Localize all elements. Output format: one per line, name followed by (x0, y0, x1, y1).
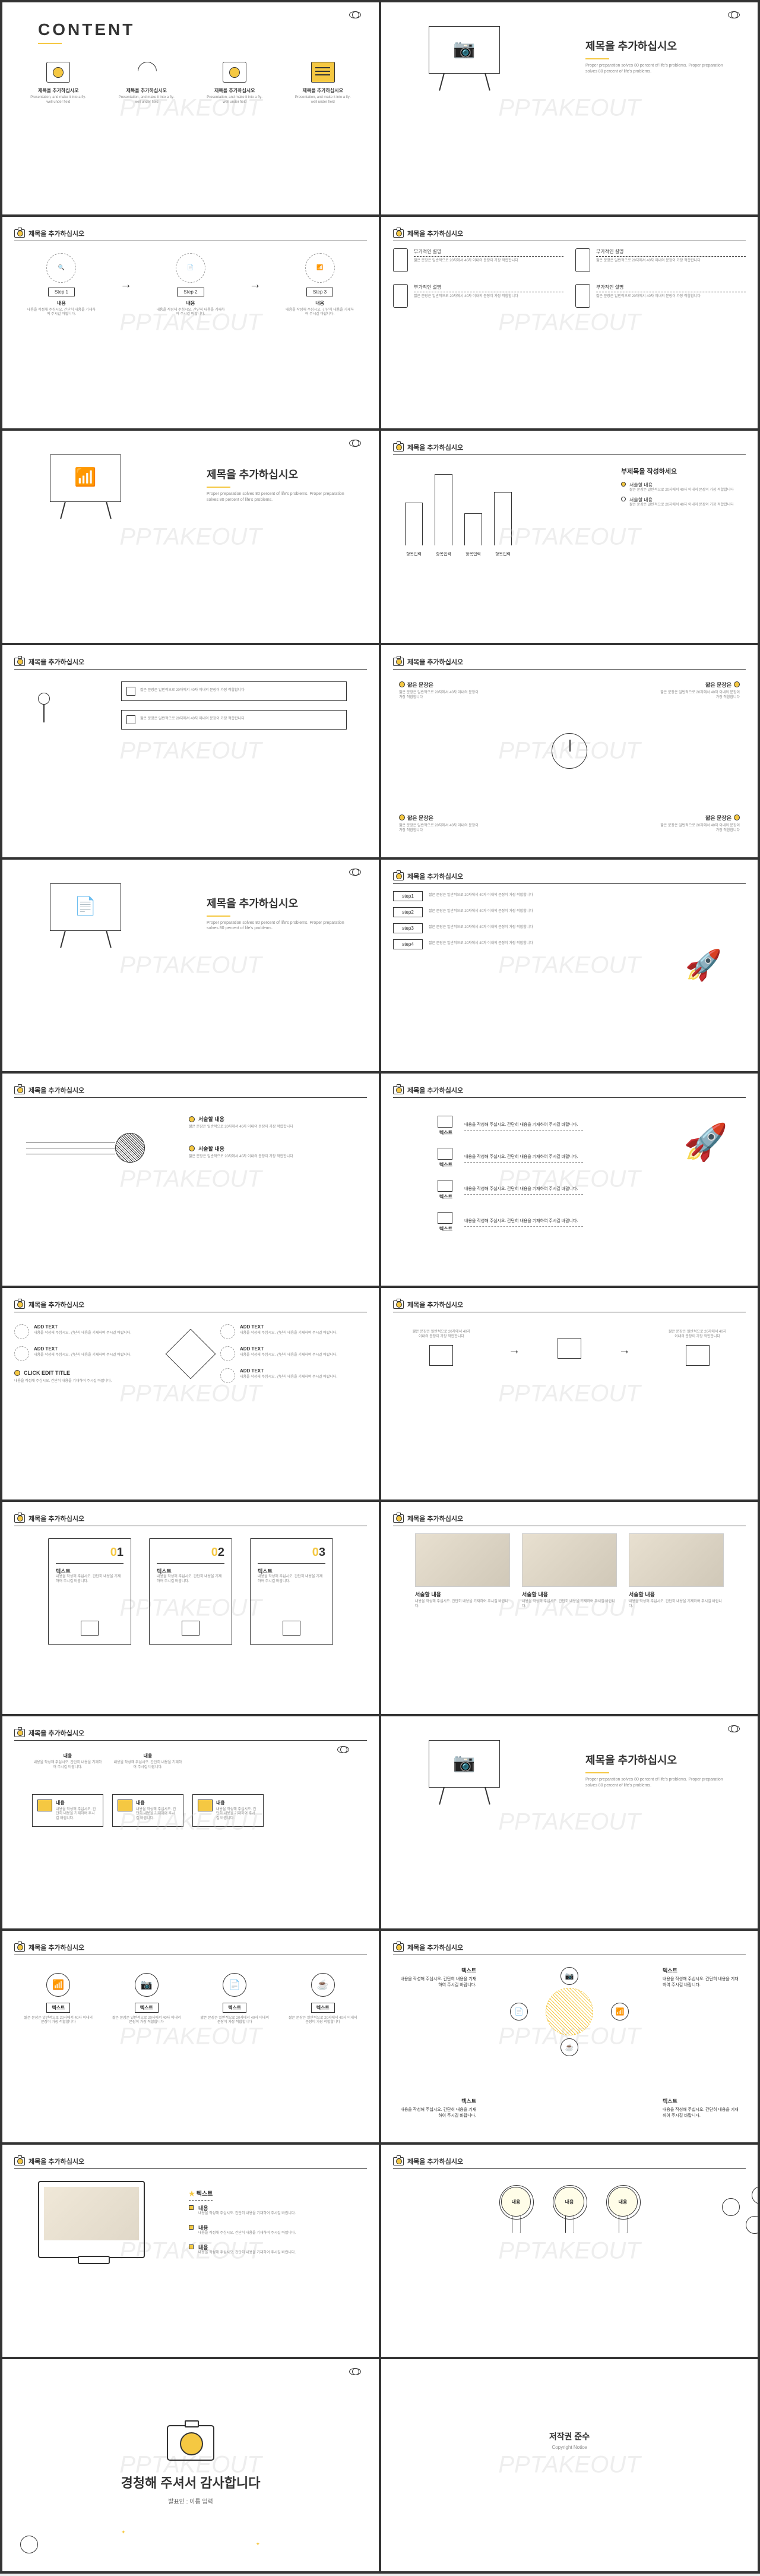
thanks-text: 경청해 주셔서 감사합니다 (121, 2473, 261, 2492)
cup-icon (558, 1338, 581, 1359)
camera-icon (223, 62, 246, 83)
step-item: 📄 Step 2 내용 내용을 작성해 주십시오. 간단히 내용을 기재하여 주… (155, 253, 226, 318)
presenter-text: 발표인 : 이름 입력 (168, 2496, 213, 2505)
camera-icon (167, 2425, 214, 2461)
quad-item: 부가적인 설명짧은 문장은 일반적으로 20자에서 40자 이내의 문장이 가장… (393, 248, 563, 272)
arrow-icon: → (120, 278, 132, 292)
camera-icon: 📷 (453, 39, 475, 59)
slide-photos: PPTAKEOUT 제목을 추가하십시오 서술할 내용내용을 작성해 주십시오.… (381, 1502, 758, 1714)
slide-hex: PPTAKEOUT 제목을 추가하십시오 📶텍스트짧은 문장은 일반적으로 20… (2, 1931, 379, 2143)
slide-copyright: PPTAKEOUT 저작권 준수 Copyright Notice (381, 2359, 758, 2571)
doc-icon: 📄 (74, 896, 96, 917)
wifi-icon (135, 62, 159, 83)
info-box: 짧은 문장은 일반적으로 20자에서 40자 이내의 문장이 가장 적합합니다 (121, 681, 347, 701)
wifi-icon: 📶 (46, 1973, 70, 1997)
box-item: 내용내용을 작성해 주십시오. 간단히 내용을 기재하여 주시길 바랍니다. (32, 1794, 103, 1827)
slide-quad: PPTAKEOUT 제목을 추가하십시오 부가적인 설명짧은 문장은 일반적으로… (381, 217, 758, 429)
slide-frame: PPTAKEOUT 제목을 추가하십시오 ★ 텍스트 내용내용을 작성해 주십시… (2, 2145, 379, 2357)
section-text: 제목을 추가하십시오 Proper preparation solves 80 … (585, 38, 734, 75)
rocket-icon: 🚀 (683, 1121, 728, 1163)
slide-steps-rocket: PPTAKEOUT 제목을 추가하십시오 step1짧은 문장은 일반적으로 2… (381, 860, 758, 1072)
camera-icon (438, 1116, 452, 1128)
slide-figure: PPTAKEOUT 제목을 추가하십시오 짧은 문장은 일반적으로 20자에서 … (2, 645, 379, 857)
planet-icon (349, 11, 361, 18)
photo-placeholder (44, 2187, 139, 2240)
slide-timeline: PPTAKEOUT 제목을 추가하십시오 텍스트내용을 작성해 주십시오. 간단… (381, 1074, 758, 1286)
ribbon-item: 내용 (501, 2187, 531, 2233)
slide-addtext: PPTAKEOUT 제목을 추가하십시오 ADD TEXT내용을 작성해 주십시… (2, 1288, 379, 1500)
slide-thanks: PPTAKEOUT ✦ ✦ 경청해 주셔서 감사합니다 발표인 : 이름 입력 (2, 2359, 379, 2571)
planet-icon (728, 11, 740, 18)
content-item: 제목을 추가하십시오 Presentation, and make it int… (205, 62, 264, 105)
device-icon (686, 1345, 710, 1366)
slide-flow: PPTAKEOUT 제목을 추가하십시오 짧은 문장은 일반적으로 20자에서 … (381, 1288, 758, 1500)
camera-icon (14, 229, 25, 238)
flow-item: 짧은 문장은 일반적으로 20자에서 40자 이내의 문장이 가장 적합합니다 (411, 1330, 471, 1371)
slide-steps: PPTAKEOUT 제목을 추가하십시오 🔍 Step 1 내용 내용을 작성해… (2, 217, 379, 429)
slide-comet: PPTAKEOUT 제목을 추가하십시오 서술할 내용짧은 문장은 일반적으로 … (2, 1074, 379, 1286)
center-circle (546, 1988, 593, 2035)
slide-bars: PPTAKEOUT 제목을 추가하십시오 항목입력 항목입력 항목입력 항목입력… (381, 431, 758, 643)
slide-section: PPTAKEOUT 📷 제목을 추가하십시오 Proper preparatio… (381, 1716, 758, 1928)
comet-icon (26, 1133, 145, 1169)
slide-cards: PPTAKEOUT 제목을 추가하십시오 0011 텍스트 내용을 작성해 주십… (2, 1502, 379, 1714)
step-circle: 🔍 (46, 253, 76, 283)
slide-section: PPTAKEOUT 📄 제목을 추가하십시오 Proper preparatio… (2, 860, 379, 1072)
phone-icon (393, 248, 408, 272)
camera-icon (46, 62, 70, 83)
content-heading: CONTENT (38, 20, 367, 39)
photo-placeholder (415, 1533, 510, 1587)
copyright-sub: Copyright Notice (393, 2445, 746, 2450)
sub-item: 서술할 내용짧은 문장은 일반적으로 20자에서 40자 이내의 문장이 가장 … (189, 1115, 355, 1130)
wifi-icon: 📶 (74, 467, 96, 488)
slide-clock: PPTAKEOUT 제목을 추가하십시오 짧은 문장은짧은 문장은 일반적으로 … (381, 645, 758, 857)
content-item: 제목을 추가하십시오 Presentation, and make it int… (117, 62, 176, 105)
camera-icon (283, 1621, 300, 1636)
node-icon: 📷 (560, 1967, 578, 1985)
globe-icon (20, 2536, 38, 2553)
slide-section: PPTAKEOUT 📶 제목을 추가하십시오 Proper preparatio… (2, 431, 379, 643)
content-item: 제목을 추가하십시오 Presentation, and make it int… (293, 62, 353, 105)
text-label: ★ 텍스트 (189, 2186, 213, 2201)
clock-icon (552, 733, 587, 769)
easel-icon: 📷 (429, 26, 500, 74)
content-item: 제목을 추가하십시오 Presentation, and make it int… (28, 62, 88, 105)
printer-icon (429, 1345, 453, 1366)
photo-item: 서술할 내용내용을 작성해 주십시오. 간단히 내용을 기재하여 주시길 바랍니… (415, 1533, 510, 1609)
camera-icon: 📷 (135, 1973, 159, 1997)
stick-figure-icon (38, 693, 50, 722)
bullet-item: 내용내용을 작성해 주십시오. 간단히 내용을 기재하여 주시길 바랍니다. (189, 2204, 355, 2217)
step-item: 🔍 Step 1 내용 내용을 작성해 주십시오. 간단히 내용을 기재하여 주… (26, 253, 97, 318)
star-icon: ✦ (121, 2529, 126, 2536)
slide-section: PPTAKEOUT 📷 제목을 추가하십시오 Proper preparatio… (381, 2, 758, 214)
circle-diagram: 📷 📄 📶 ☕ (510, 1967, 629, 2056)
slide-ribbons: PPTAKEOUT 제목을 추가하십시오 내용 내용 내용 (381, 2145, 758, 2357)
slide-boxes: PPTAKEOUT 제목을 추가하십시오 내용내용을 작성해 주십시오. 간단히… (2, 1716, 379, 1928)
bar-chart (405, 474, 512, 545)
slide-content: PPTAKEOUT CONTENT 제목을 추가하십시오 Presentatio… (2, 2, 379, 214)
card: 0011 텍스트 내용을 작성해 주십시오. 간단히 내용을 기재하여 주시길 … (48, 1538, 131, 1645)
rocket-icon: 🚀 (685, 948, 722, 983)
timeline-row: 텍스트내용을 작성해 주십시오. 간단히 내용을 기재하여 주시길 바랍니다. (393, 1116, 583, 1136)
step-line: step1짧은 문장은 일반적으로 20자에서 40자 이내의 문장이 가장 적… (393, 891, 583, 901)
diamond-icon (166, 1329, 216, 1379)
slide-circle: PPTAKEOUT 제목을 추가하십시오 📷 📄 📶 ☕ 텍스트내용을 작성해 … (381, 1931, 758, 2143)
frame-icon (38, 2181, 145, 2258)
step-item: 📶 Step 3 내용 내용을 작성해 주십시오. 간단히 내용을 기재하여 주… (284, 253, 356, 318)
hex-item: 📶텍스트짧은 문장은 일반적으로 20자에서 40자 이내의 문장이 가장 적합… (23, 1973, 94, 2026)
corner-item: 짧은 문장은짧은 문장은 일반적으로 20자에서 40자 이내의 문장이 가장 … (399, 681, 482, 700)
cup-icon: ☕ (311, 1973, 335, 1997)
icon-row: 제목을 추가하십시오 Presentation, and make it int… (14, 62, 367, 105)
accent-line (38, 43, 62, 44)
wifi-icon (81, 1621, 99, 1636)
copyright-title: 저작권 준수 (393, 2430, 746, 2442)
bar (405, 503, 423, 545)
doc-icon (182, 1621, 200, 1636)
doc-icon: 📄 (223, 1973, 246, 1997)
doc-icon (311, 62, 335, 83)
addtext-item: ADD TEXT내용을 작성해 주십시오. 간단히 내용을 기재하여 주시길 바… (14, 1324, 161, 1339)
camera-icon: 📷 (453, 1753, 475, 1773)
